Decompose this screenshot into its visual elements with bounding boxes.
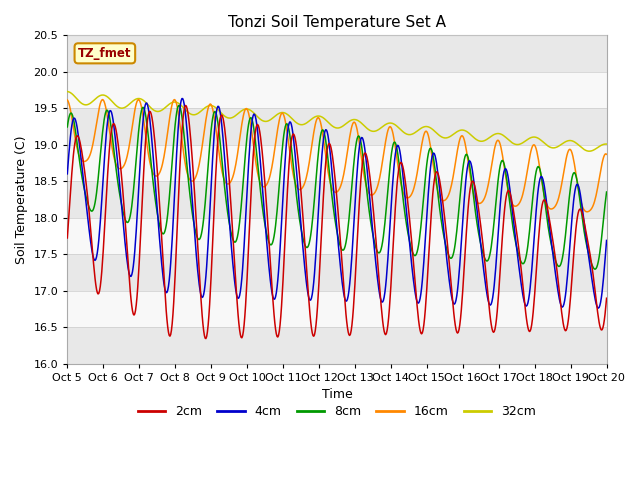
Bar — [67, 218, 607, 254]
Legend: 2cm, 4cm, 8cm, 16cm, 32cm: 2cm, 4cm, 8cm, 16cm, 32cm — [132, 400, 541, 423]
Bar — [67, 108, 607, 145]
Bar — [67, 72, 607, 108]
Bar — [67, 181, 607, 218]
Bar — [67, 145, 607, 181]
Title: Tonzi Soil Temperature Set A: Tonzi Soil Temperature Set A — [228, 15, 446, 30]
Text: TZ_fmet: TZ_fmet — [78, 47, 132, 60]
X-axis label: Time: Time — [321, 388, 353, 401]
Bar — [67, 254, 607, 291]
Bar — [67, 291, 607, 327]
Y-axis label: Soil Temperature (C): Soil Temperature (C) — [15, 135, 28, 264]
Bar — [67, 36, 607, 72]
Bar — [67, 327, 607, 364]
